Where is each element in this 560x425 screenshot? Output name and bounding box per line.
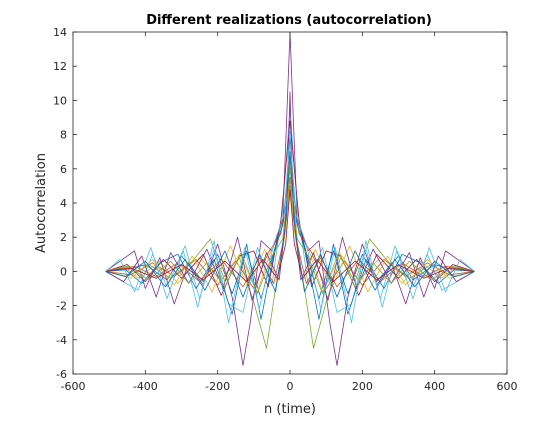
series-line-5	[105, 185, 475, 349]
y-tick-label: 10	[53, 94, 67, 107]
series-line-1	[105, 151, 475, 300]
y-tick-label: 14	[53, 26, 67, 39]
x-tick-label: -200	[205, 380, 230, 393]
y-tick-label: -2	[56, 300, 67, 313]
series-line-7	[105, 120, 475, 296]
x-axis: -600 -400 -200 0 200 400 600	[61, 32, 518, 393]
series-line-14	[105, 188, 475, 283]
x-tick-label: 200	[352, 380, 373, 393]
series-line-12	[105, 168, 475, 295]
y-tick-label: 6	[60, 163, 67, 176]
chart-title: Different realizations (autocorrelation)	[146, 13, 432, 28]
series-line-4	[105, 32, 475, 366]
x-tick-label: 0	[287, 380, 294, 393]
series-line-15	[105, 153, 475, 298]
y-tick-label: -6	[56, 368, 67, 381]
x-tick-label: -400	[133, 380, 158, 393]
y-tick-label: 2	[60, 231, 67, 244]
y-tick-label: 12	[53, 60, 67, 73]
x-tick-label: 400	[424, 380, 445, 393]
y-tick-label: -4	[56, 334, 67, 347]
series-line-9	[105, 176, 475, 288]
plot-area-border	[72, 31, 508, 375]
series-line-3	[105, 154, 475, 293]
y-tick-label: 4	[60, 197, 67, 210]
series-layer	[105, 32, 475, 366]
series-line-10	[105, 159, 475, 293]
series-line-8	[105, 137, 475, 320]
x-tick-label: -600	[61, 380, 86, 393]
series-line-13	[105, 130, 475, 324]
x-axis-label: n (time)	[264, 402, 316, 417]
series-line-6	[105, 108, 475, 313]
y-tick-label: 0	[60, 265, 67, 278]
y-axis-label: Autocorrelation	[34, 153, 49, 253]
x-tick-label: 600	[497, 380, 518, 393]
series-line-11	[105, 91, 475, 301]
y-axis: -6 -4 -2 0 2 4 6 8 10 12 14	[53, 26, 507, 381]
y-tick-label: 8	[60, 129, 67, 142]
